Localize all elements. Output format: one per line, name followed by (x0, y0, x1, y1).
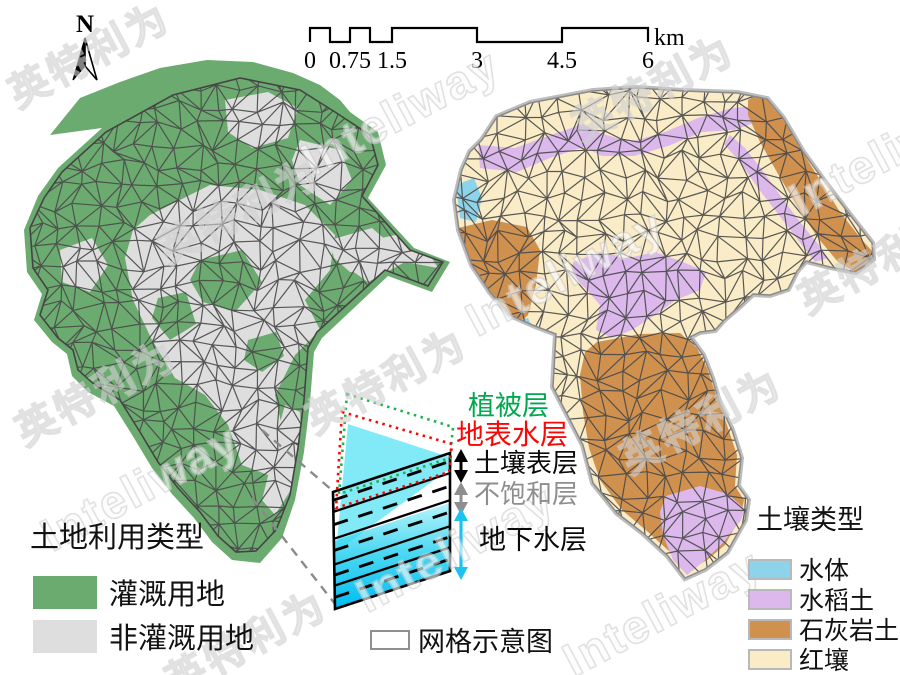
scale-tick: 0 (304, 48, 316, 74)
legend-item-nonirrigated: 非灌溉用地 (33, 615, 254, 657)
vegetation-layer-outline (337, 392, 455, 496)
zoom-leader-lines (251, 429, 336, 605)
north-label: N (76, 11, 94, 38)
nonirrigated-swatch (33, 619, 97, 653)
grid-swatch (370, 629, 410, 650)
scale-tick: 6 (642, 48, 654, 74)
legend-item-limestone: 石灰岩土 (748, 611, 899, 647)
legend-item-paddy: 水稻土 (748, 581, 874, 617)
legend-item-water: 水体 (748, 551, 849, 587)
scale-tick: 0.75 (329, 48, 371, 74)
landuse-legend-title: 土地利用类型 (30, 522, 205, 554)
scale-tick: 1.5 (377, 48, 407, 74)
irrigated-swatch (33, 575, 97, 609)
grid-caption-row: 网格示意图 (370, 620, 553, 659)
redsoil-label: 红壤 (799, 647, 850, 675)
legend-item-irrigated: 灌溉用地 (33, 571, 225, 613)
topsoil-layer-label: 土壤表层 (474, 448, 579, 478)
topsoil-arrow-icon (454, 449, 468, 483)
limestone-label: 石灰岩土 (799, 617, 900, 645)
paddy-label: 水稻土 (799, 587, 875, 615)
scale-tick: 4.5 (547, 48, 577, 74)
north-arrow: N (72, 11, 98, 81)
groundwater-arrow-icon (454, 508, 468, 580)
surface-water-layer-label: 地表水层 (456, 419, 569, 450)
grid-caption: 网格示意图 (418, 627, 553, 657)
nonirrigated-label: 非灌溉用地 (109, 623, 255, 655)
soil-map (451, 84, 877, 582)
irrigated-label: 灌溉用地 (109, 579, 226, 611)
vegetation-layer-label: 植被层 (468, 391, 549, 421)
layer-schematic (331, 392, 468, 611)
limestone-swatch (748, 618, 792, 640)
scale-bar: 0 0.75 1.5 3 4.5 6 km (304, 25, 685, 74)
legend-item-redsoil: 红壤 (748, 641, 849, 675)
redsoil-swatch (748, 648, 792, 670)
groundwater-layer-label: 地下水层 (479, 525, 587, 555)
scale-unit: km (654, 25, 685, 51)
soil-legend-title: 土壤类型 (756, 505, 864, 535)
water-label: 水体 (799, 557, 850, 585)
soil-column-box (331, 451, 452, 611)
unsaturated-layer-label: 不饱和层 (474, 479, 579, 509)
water-swatch (748, 558, 792, 580)
water-sheet (336, 424, 452, 552)
scale-tick: 3 (471, 48, 483, 74)
paddy-swatch (748, 588, 792, 610)
landuse-map (24, 60, 450, 563)
